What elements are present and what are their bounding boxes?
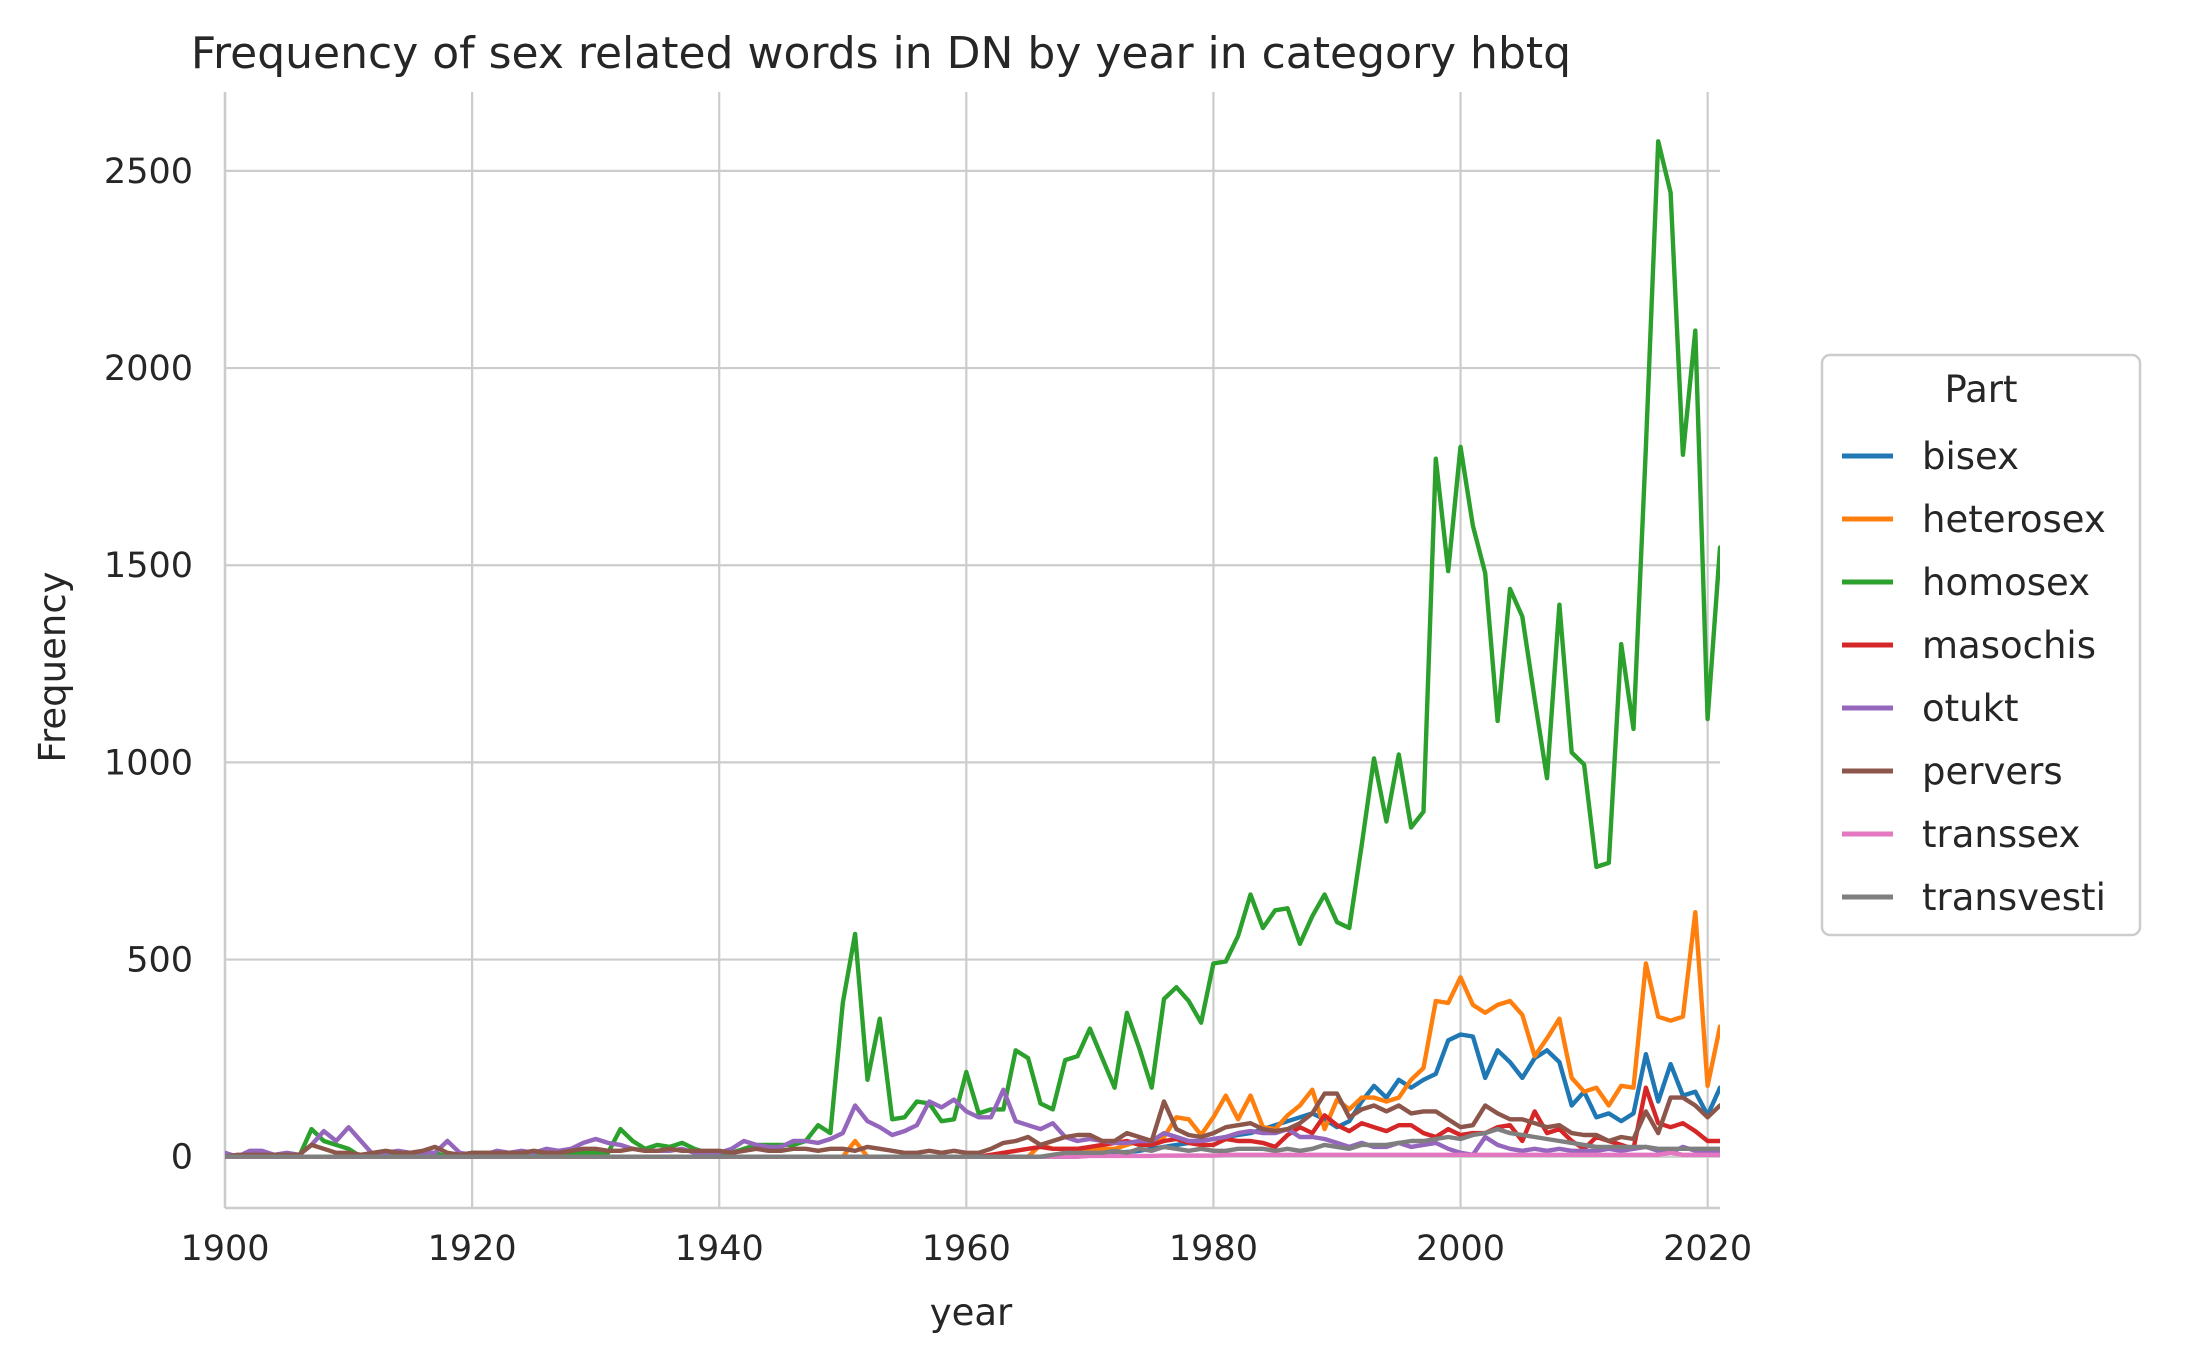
axes-spines [223,92,1720,1210]
legend-title: Part [1944,368,2017,411]
x-tick-label: 2020 [1663,1229,1752,1269]
y-tick-label: 1500 [104,546,193,586]
tick-labels: 1900 1920 1940 1960 1980 2000 2020 0 500 1000 1500… [104,152,1752,1269]
chart-title: Frequency of sex related words in DN by … [191,28,1571,79]
legend-label-pervers: pervers [1922,750,2063,793]
legend-label-homosex: homosex [1922,561,2090,604]
legend-label-heterosex: heterosex [1922,498,2106,541]
legend-label-transsex: transsex [1922,813,2080,856]
y-tick-label: 500 [126,941,193,981]
legend-label-masochis: masochis [1922,624,2096,667]
y-tick-label: 2000 [104,349,193,389]
y-tick-label: 2500 [104,152,193,192]
y-tick-label: 0 [171,1138,193,1178]
series-lines [225,139,1720,1159]
x-tick-label: 1980 [1169,1229,1258,1269]
legend-label-otukt: otukt [1922,687,2019,730]
y-tick-label: 1000 [104,743,193,783]
x-tick-label: 1920 [428,1229,517,1269]
series-line-pervers [225,1091,1720,1159]
x-axis-label: year [930,1291,1013,1334]
legend-label-transvesti: transvesti [1922,876,2106,919]
series-line-transvesti [225,1126,1720,1159]
x-tick-label: 1960 [922,1229,1011,1269]
x-tick-label: 1940 [675,1229,764,1269]
series-line-heterosex [225,910,1720,1159]
legend-frame [1820,353,2142,937]
y-axis-label: Frequency [31,571,74,762]
gridlines [223,92,1720,1208]
legend-items: bisex heterosex homosex masochis otukt perver… [1842,435,2106,919]
legend-label-bisex: bisex [1922,435,2019,478]
x-tick-label: 2000 [1416,1229,1505,1269]
x-tick-label: 1900 [180,1229,269,1269]
legend: Part bisex heterosex homosex masochis otukt p… [1820,353,2142,937]
